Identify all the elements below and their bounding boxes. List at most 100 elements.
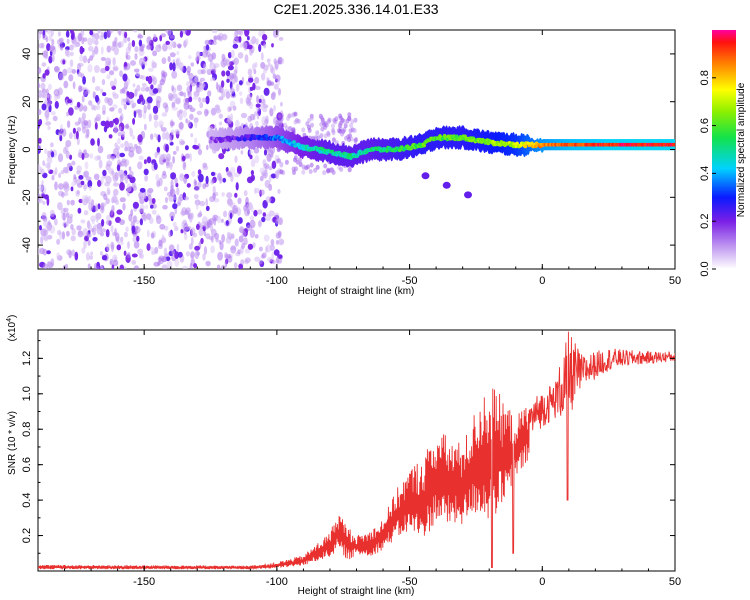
noise-speckle [220, 264, 226, 269]
noise-speckle [152, 76, 157, 85]
noise-speckle [148, 113, 152, 122]
noise-speckle [232, 205, 239, 214]
noise-speckle [206, 144, 209, 151]
noise-speckle [278, 239, 285, 245]
noise-speckle [197, 181, 202, 188]
snr-multiplier-close: ) [7, 315, 18, 318]
noise-speckle [75, 130, 79, 140]
noise-speckle [69, 154, 73, 160]
noise-speckle [87, 179, 93, 188]
noise-speckle [244, 30, 250, 37]
noise-speckle [334, 116, 339, 122]
signal-core [673, 142, 675, 147]
noise-speckle [267, 62, 271, 67]
noise-speckle [93, 173, 100, 180]
noise-speckle [197, 148, 203, 156]
noise-speckle [107, 189, 111, 196]
noise-speckle [106, 30, 111, 39]
noise-speckle [353, 117, 358, 123]
noise-speckle [234, 238, 239, 247]
noise-speckle [58, 183, 64, 190]
noise-speckle [265, 115, 269, 124]
noise-speckle [245, 122, 248, 127]
noise-speckle [171, 70, 178, 79]
noise-speckle [131, 182, 137, 189]
noise-speckle [243, 190, 248, 197]
noise-speckle [176, 84, 183, 92]
snr-xlabel: Height of straight line (km) [298, 586, 415, 597]
noise-speckle [140, 87, 146, 92]
signal-core [243, 137, 247, 142]
y-tick-label: 1.2 [21, 351, 33, 366]
noise-speckle [271, 251, 275, 260]
noise-speckle [71, 249, 76, 257]
noise-speckle [267, 257, 273, 262]
noise-speckle [143, 168, 149, 176]
noise-speckle [274, 60, 279, 70]
noise-speckle [352, 128, 357, 133]
noise-speckle [246, 209, 250, 215]
noise-speckle [308, 169, 313, 174]
noise-speckle [73, 174, 77, 180]
noise-speckle [87, 119, 92, 129]
noise-speckle [50, 142, 54, 148]
noise-speckle [347, 112, 352, 118]
noise-speckle [319, 133, 324, 139]
noise-speckle [218, 113, 224, 119]
noise-speckle [66, 230, 70, 237]
noise-speckle [43, 229, 49, 236]
noise-speckle [147, 229, 150, 238]
noise-speckle [151, 209, 157, 215]
noise-speckle [52, 115, 58, 122]
noise-speckle [43, 220, 49, 227]
noise-speckle [263, 234, 270, 242]
noise-speckle [273, 104, 276, 112]
noise-speckle [271, 43, 274, 48]
noise-speckle [224, 59, 228, 65]
noise-speckle [200, 237, 204, 245]
x-tick-label: -50 [402, 275, 418, 287]
noise-speckle [184, 233, 188, 241]
noise-speckle [237, 197, 242, 204]
x-tick-label: 0 [539, 576, 545, 588]
noise-speckle [162, 204, 168, 210]
y-tick-label: 0 [21, 146, 33, 152]
noise-speckle [147, 67, 154, 72]
noise-speckle [54, 218, 58, 226]
noise-speckle [218, 121, 223, 126]
noise-speckle [168, 230, 172, 238]
noise-speckle [277, 88, 282, 96]
noise-speckle [161, 264, 168, 269]
noise-speckle [137, 34, 144, 39]
noise-speckle [46, 94, 50, 99]
noise-speckle [119, 152, 126, 158]
noise-speckle [210, 224, 214, 233]
noise-speckle [197, 169, 202, 175]
noise-speckle [57, 229, 62, 236]
noise-speckle [205, 205, 210, 212]
noise-speckle [187, 120, 191, 128]
noise-speckle [169, 188, 176, 197]
noise-speckle [254, 234, 259, 239]
snr-axes: -150 -100 -50 0 50 0.2 0.4 0.6 0.8 1.0 1.2 [21, 330, 681, 588]
noise-speckle [87, 231, 90, 239]
noise-speckle [186, 183, 191, 188]
noise-speckle [46, 250, 51, 255]
noise-speckle [119, 264, 124, 269]
noise-speckle [184, 145, 189, 151]
noise-speckle [125, 226, 129, 232]
signal-core [208, 139, 213, 144]
noise-speckle [133, 143, 138, 149]
noise-speckle [239, 97, 244, 105]
noise-speckle [135, 109, 141, 114]
noise-speckle [100, 67, 107, 74]
signal-core [212, 136, 216, 141]
noise-speckle [95, 86, 101, 91]
noise-speckle [247, 115, 253, 123]
noise-speckle [347, 166, 352, 172]
noise-speckle [112, 171, 117, 180]
noise-speckle [268, 174, 272, 183]
noise-speckle [157, 134, 161, 143]
noise-speckle [63, 80, 69, 89]
signal-core [530, 141, 534, 146]
